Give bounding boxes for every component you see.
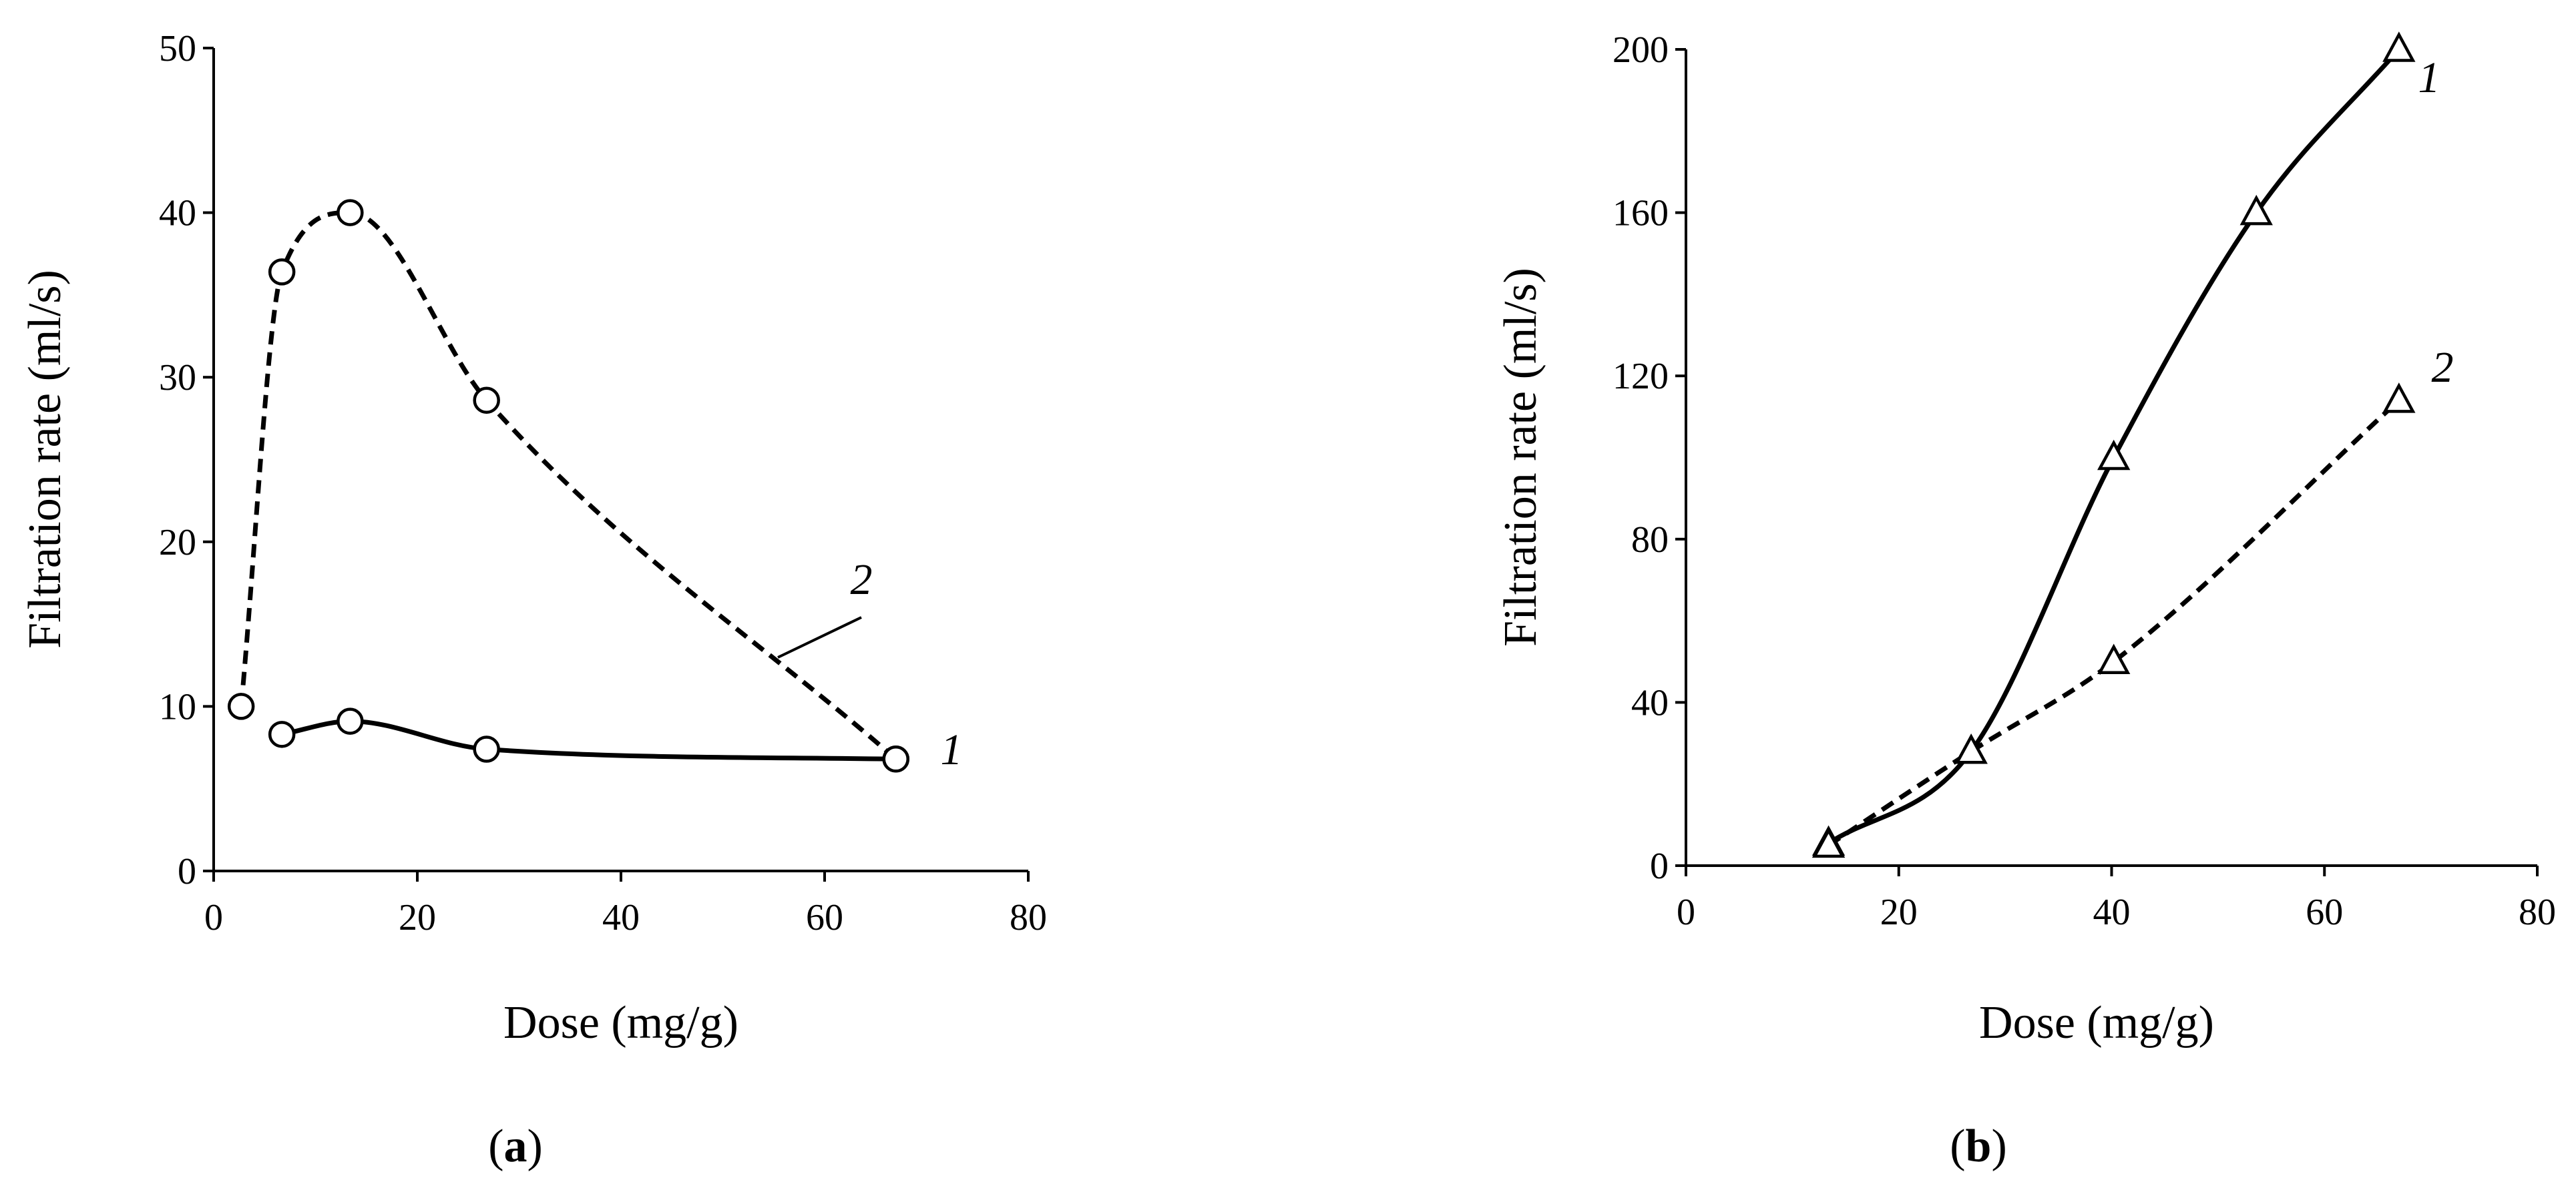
y-tick-label: 0 (1650, 846, 1669, 887)
y-axis-title: Filtration rate (ml/s) (19, 270, 71, 649)
x-tick-label: 80 (2519, 892, 2556, 933)
series-2-point (882, 746, 909, 773)
panel-caption: (b) (1950, 1121, 2007, 1172)
series-2-point (1811, 827, 1846, 858)
x-tick-label: 60 (2306, 892, 2343, 933)
series-2-point (473, 386, 500, 414)
series-1-point (2382, 31, 2416, 62)
y-tick-label: 20 (159, 522, 196, 563)
x-axis-title: Dose (mg/g) (503, 997, 738, 1049)
y-axis-title: Filtration rate (ml/s) (1495, 268, 1546, 647)
series-2-line (1827, 398, 2401, 848)
y-tick-label: 160 (1613, 193, 1669, 234)
series-2-point (337, 199, 364, 226)
y-tick-label: 80 (1631, 519, 1669, 561)
series-2-point (2097, 643, 2131, 674)
x-tick-label: 0 (1677, 892, 1695, 933)
y-tick-label: 10 (159, 686, 196, 727)
series-2-point (1954, 733, 1988, 764)
y-tick-label: 30 (159, 357, 196, 398)
y-tick-label: 200 (1613, 29, 1669, 71)
x-tick-label: 40 (2093, 892, 2131, 933)
series-1-label: 1 (2418, 53, 2440, 102)
series-1-point (2239, 194, 2273, 226)
y-tick-label: 40 (159, 193, 196, 234)
caption-letter: a (504, 1121, 527, 1172)
series-1-point (268, 721, 296, 748)
x-tick-label: 0 (204, 897, 223, 938)
series-2-line (238, 210, 898, 761)
x-axis-title: Dose (mg/g) (1979, 997, 2214, 1049)
panel-caption: (a) (488, 1121, 543, 1172)
x-tick-label: 40 (602, 897, 640, 938)
caption-close-paren: ) (527, 1121, 543, 1172)
chart-panel-b: 0 40 80 120 160 200 0 20 40 60 80 Dose (mg/g) Filtra… (1495, 29, 2556, 1172)
series-1-point (2097, 439, 2131, 471)
caption-open-paren: ( (1950, 1121, 1965, 1172)
x-tick-label: 20 (1880, 892, 1918, 933)
y-tick-label: 50 (159, 28, 196, 69)
series-1-line (279, 719, 899, 762)
series-label-leader-line (777, 616, 862, 659)
chart-panel-a: 0 10 20 30 40 50 0 20 40 60 80 Dose (mg/g) Filtratio… (19, 28, 1047, 1172)
series-2-point (268, 258, 296, 286)
series-2-point (227, 693, 255, 720)
y-tick-label: 120 (1613, 356, 1669, 397)
series-1-point (473, 735, 500, 763)
caption-letter: b (1966, 1121, 1992, 1172)
x-tick-label: 60 (806, 897, 843, 938)
caption-close-paren: ) (1991, 1121, 2006, 1172)
y-tick-label: 0 (178, 851, 196, 892)
caption-open-paren: ( (488, 1121, 503, 1172)
x-tick-label: 20 (399, 897, 436, 938)
series-1-point (337, 707, 364, 735)
x-tick-label: 80 (1010, 897, 1047, 938)
series-1-label: 1 (941, 725, 963, 774)
series-2-label: 2 (2432, 343, 2454, 392)
y-tick-label: 40 (1631, 682, 1669, 723)
series-2-point (2382, 382, 2416, 413)
series-2-label: 2 (851, 555, 873, 604)
